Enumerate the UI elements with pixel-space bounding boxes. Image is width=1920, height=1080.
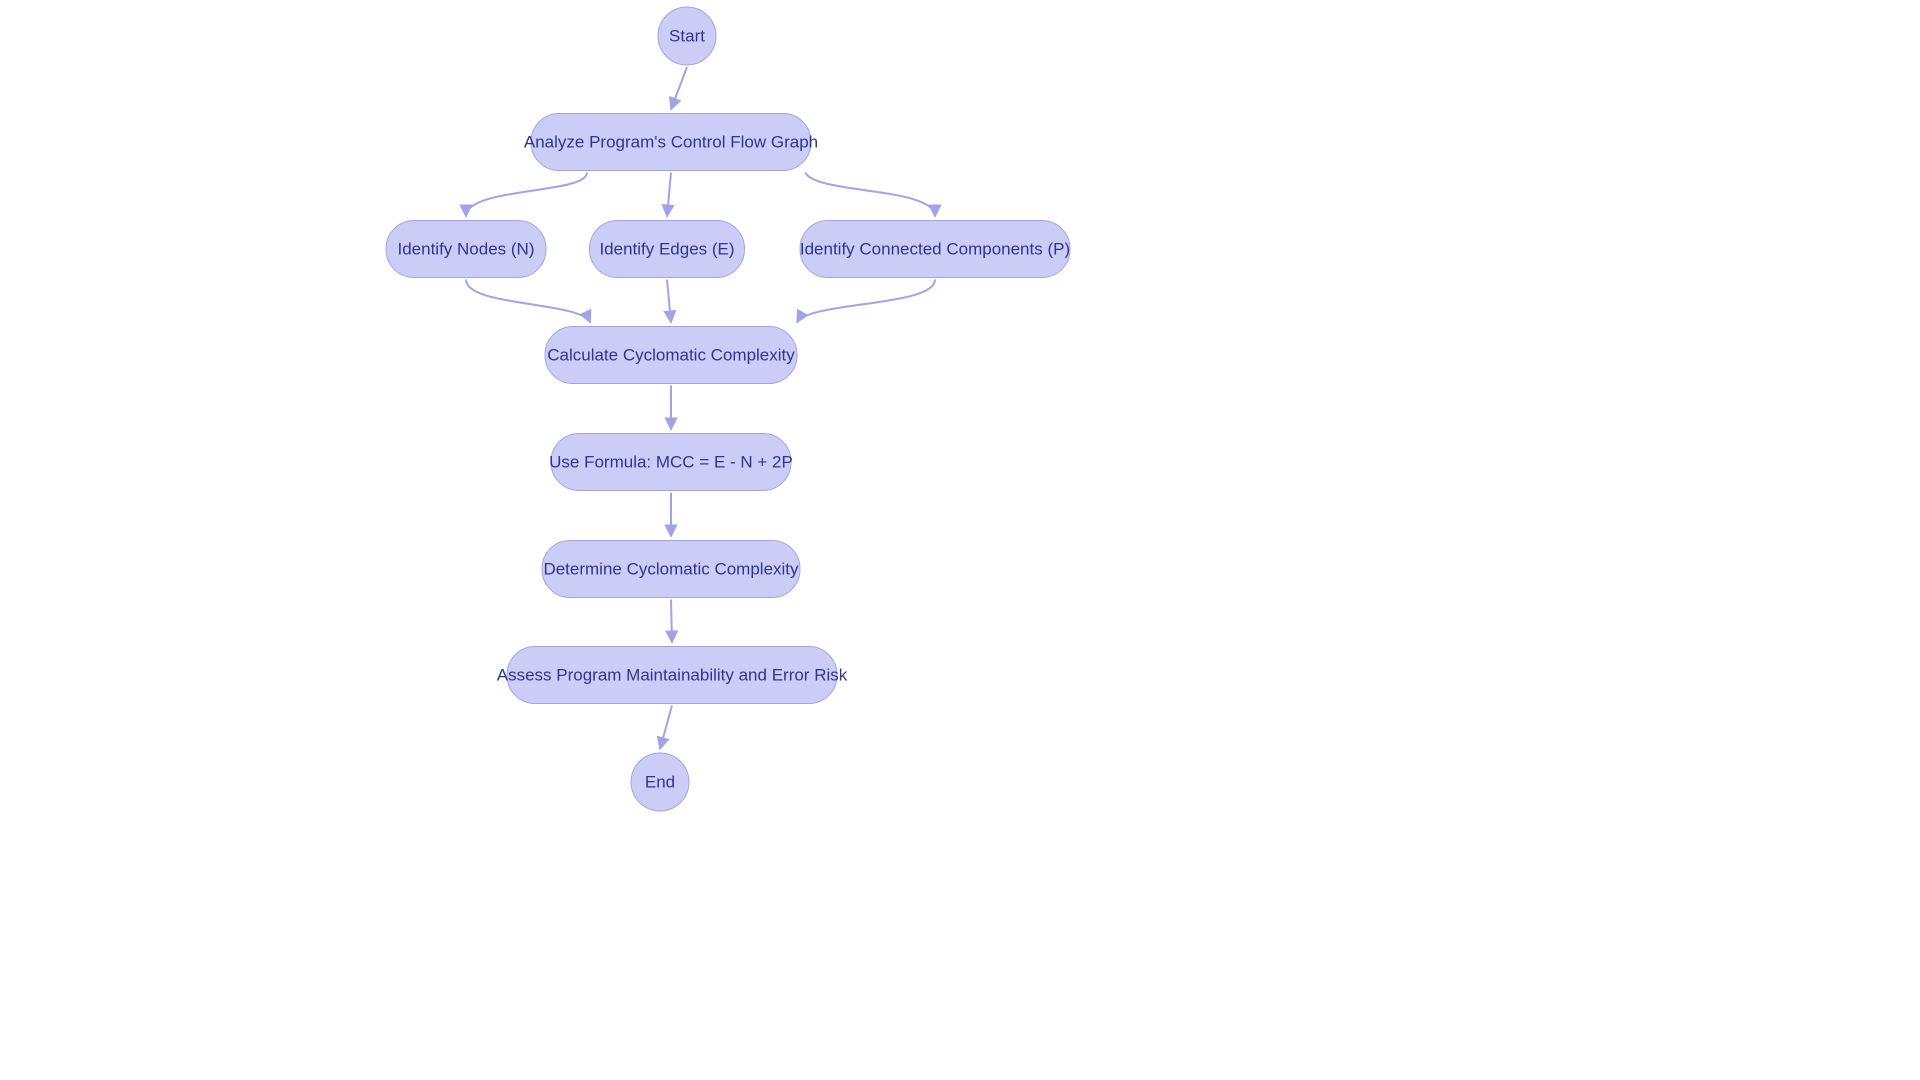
nodes-group: Start Analyze Program's Control Flow Grap… (386, 7, 1070, 811)
node-label-end: End (645, 772, 675, 791)
flowchart-svg: Start Analyze Program's Control Flow Grap… (0, 0, 1920, 1080)
node-assess: Assess Program Maintainability and Error… (497, 647, 848, 704)
edge-compP-to-calc (797, 280, 935, 323)
edge-analyze-to-compP (805, 173, 935, 217)
node-label-assess: Assess Program Maintainability and Error… (497, 665, 848, 684)
edge-edgesE-to-calc (667, 280, 671, 323)
node-edgesE: Identify Edges (E) (590, 221, 745, 278)
node-analyze: Analyze Program's Control Flow Graph (524, 114, 818, 171)
node-label-determine: Determine Cyclomatic Complexity (543, 559, 799, 578)
edge-analyze-to-edgesE (667, 173, 671, 217)
node-compP: Identify Connected Components (P) (800, 221, 1070, 278)
node-label-calc: Calculate Cyclomatic Complexity (547, 345, 795, 364)
node-calc: Calculate Cyclomatic Complexity (545, 327, 797, 384)
node-formula: Use Formula: MCC = E - N + 2P (549, 434, 793, 491)
node-label-formula: Use Formula: MCC = E - N + 2P (549, 452, 793, 471)
edge-start-to-analyze (671, 67, 687, 110)
node-nodesN: Identify Nodes (N) (386, 221, 546, 278)
node-label-start: Start (669, 26, 705, 45)
edge-determine-to-assess (671, 600, 672, 643)
edge-nodesN-to-calc (466, 280, 590, 323)
node-end: End (631, 753, 689, 811)
node-label-compP: Identify Connected Components (P) (800, 239, 1070, 258)
node-label-analyze: Analyze Program's Control Flow Graph (524, 132, 818, 151)
edge-assess-to-end (660, 706, 672, 750)
edge-analyze-to-nodesN (466, 173, 587, 217)
node-label-nodesN: Identify Nodes (N) (398, 239, 535, 258)
node-label-edgesE: Identify Edges (E) (599, 239, 734, 258)
node-determine: Determine Cyclomatic Complexity (542, 541, 800, 598)
node-start: Start (658, 7, 716, 65)
